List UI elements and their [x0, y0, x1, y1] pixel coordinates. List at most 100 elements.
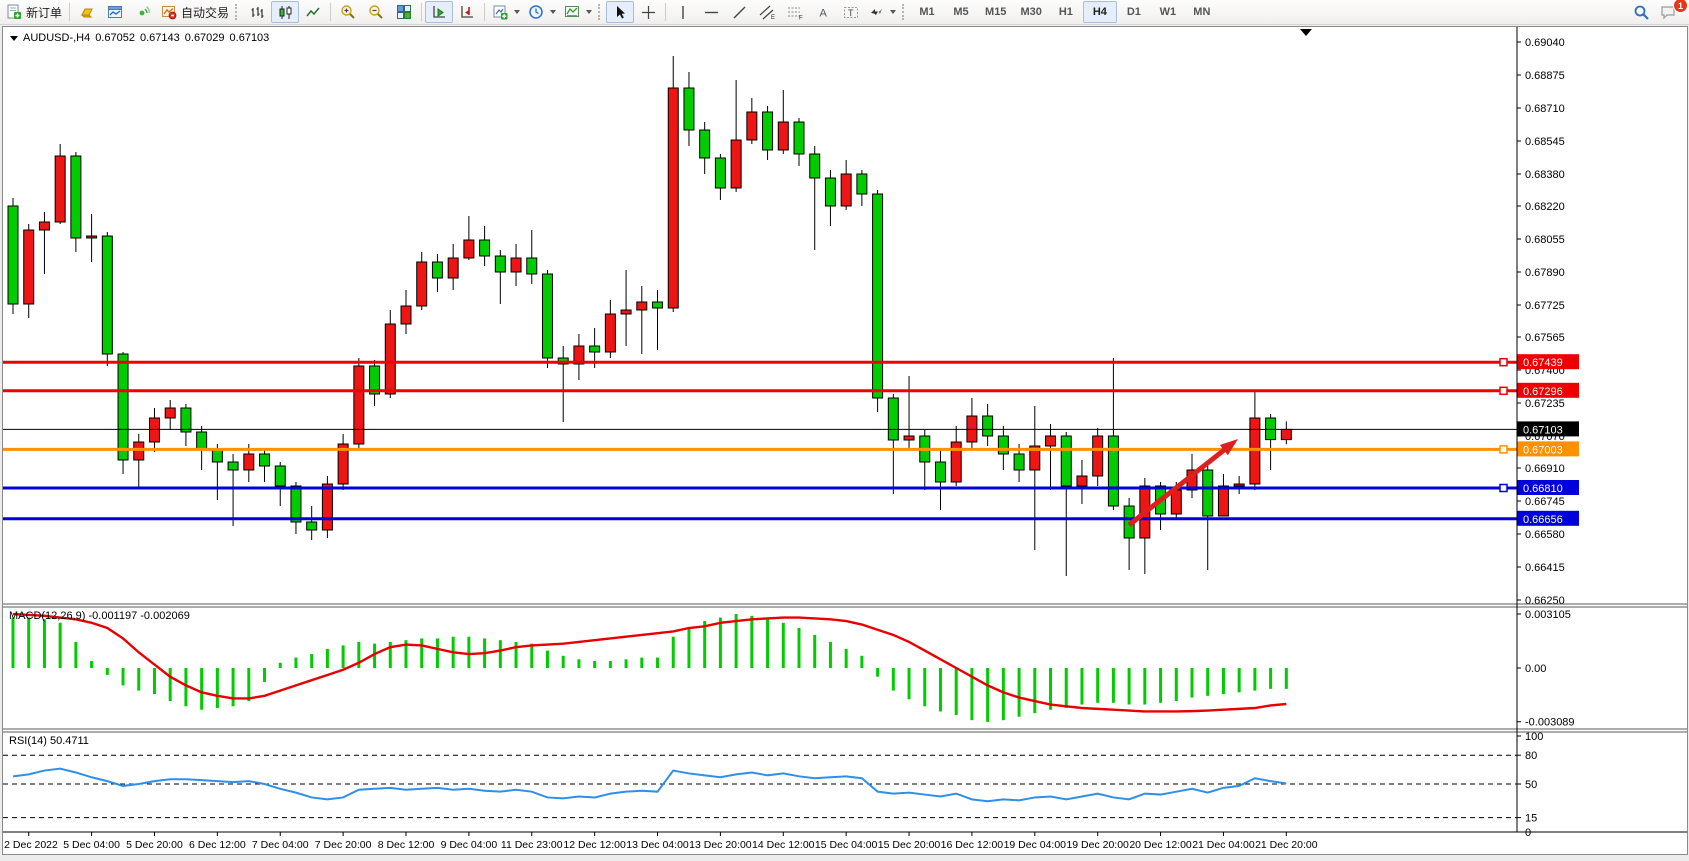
horizontal-line-icon — [704, 11, 718, 13]
tab-timeframe-mn[interactable]: MN — [1185, 1, 1219, 23]
tab-timeframe-h1[interactable]: H1 — [1049, 1, 1083, 23]
svg-text:0.66810: 0.66810 — [1523, 483, 1563, 495]
svg-text:0.68380: 0.68380 — [1525, 169, 1565, 181]
arrows-tool-button[interactable] — [865, 1, 900, 23]
horizontal-line-tool-button[interactable] — [697, 1, 725, 23]
notification-badge: 1 — [1673, 0, 1688, 13]
tile-windows-icon — [397, 5, 412, 19]
toolbar-right-tools: 1 — [1627, 0, 1688, 23]
crosshair-tool-button[interactable] — [634, 1, 662, 23]
svg-text:0.68710: 0.68710 — [1525, 103, 1565, 115]
svg-text:0.68055: 0.68055 — [1525, 234, 1565, 246]
timeframe-label: M5 — [953, 6, 969, 18]
tab-timeframe-m30[interactable]: M30 — [1013, 1, 1048, 23]
svg-text:0.68545: 0.68545 — [1525, 136, 1565, 148]
timeframe-label: D1 — [1126, 6, 1141, 18]
timeframe-label: W1 — [1159, 6, 1177, 18]
new-order-button[interactable]: 新订单 — [2, 1, 66, 23]
text-label-tool-button[interactable]: T — [837, 1, 865, 23]
trendline-tool-button[interactable] — [725, 1, 753, 23]
main-toolbar: 新订单 自动交易 — [0, 0, 1689, 25]
arrows-shapes-icon — [871, 8, 883, 15]
svg-text:0.67439: 0.67439 — [1523, 357, 1563, 369]
separator — [69, 3, 71, 21]
svg-text:80: 80 — [1525, 750, 1537, 762]
trendline-icon — [733, 6, 746, 18]
notifications-button[interactable]: 1 — [1655, 0, 1688, 23]
svg-text:15 Dec 20:00: 15 Dec 20:00 — [878, 839, 941, 851]
auto-scroll-button[interactable] — [425, 1, 454, 23]
svg-text:0.67296: 0.67296 — [1523, 386, 1563, 398]
svg-text:0.66415: 0.66415 — [1525, 562, 1565, 574]
dropdown-caret-icon — [586, 10, 593, 14]
timeframe-label: H1 — [1058, 6, 1073, 18]
templates-button[interactable] — [560, 1, 596, 23]
separator — [330, 3, 332, 21]
dropdown-caret-icon — [514, 10, 521, 14]
zoom-in-icon — [341, 5, 355, 19]
svg-text:7 Dec 20:00: 7 Dec 20:00 — [315, 839, 372, 851]
bar-chart-mode-button[interactable] — [243, 1, 271, 23]
text-label-icon: T — [844, 6, 859, 18]
dropdown-caret-icon — [550, 10, 557, 14]
svg-text:-0.003089: -0.003089 — [1525, 717, 1575, 729]
timeframe-label: M1 — [919, 6, 935, 18]
svg-text:19 Dec 20:00: 19 Dec 20:00 — [1066, 839, 1129, 851]
template-icon — [565, 6, 580, 17]
terminal-button[interactable] — [101, 1, 129, 23]
svg-text:0.68220: 0.68220 — [1525, 201, 1565, 213]
toolbar-drag-handle[interactable] — [902, 4, 907, 20]
dropdown-caret-icon — [890, 10, 897, 14]
tab-timeframe-h4[interactable]: H4 — [1082, 1, 1117, 23]
vertical-line-tool-button[interactable] — [669, 1, 697, 23]
svg-text:20 Dec 12:00: 20 Dec 12:00 — [1129, 839, 1192, 851]
zoom-out-button[interactable] — [362, 1, 390, 23]
svg-text:A: A — [819, 7, 827, 19]
svg-text:12 Dec 12:00: 12 Dec 12:00 — [563, 839, 626, 851]
tab-timeframe-m1[interactable]: M1 — [910, 1, 944, 23]
cursor-tool-button[interactable] — [606, 1, 635, 23]
candlestick-mode-button[interactable] — [271, 1, 300, 23]
toolbar-drag-handle[interactable] — [235, 4, 240, 20]
cursor-arrow-icon — [616, 5, 625, 18]
svg-text:0.00: 0.00 — [1525, 663, 1546, 675]
gold-ingot-icon — [80, 8, 93, 18]
tab-timeframe-w1[interactable]: W1 — [1151, 1, 1185, 23]
svg-text:19 Dec 04:00: 19 Dec 04:00 — [1004, 839, 1067, 851]
market-button[interactable] — [73, 1, 101, 23]
svg-text:0.003105: 0.003105 — [1525, 609, 1571, 621]
svg-text:0.66580: 0.66580 — [1525, 529, 1565, 541]
auto-scroll-icon — [433, 6, 446, 18]
equidistant-channel-tool-button[interactable]: E — [753, 1, 781, 23]
svg-text:0.67235: 0.67235 — [1525, 398, 1565, 410]
zoom-in-button[interactable] — [334, 1, 362, 23]
tab-timeframe-m15[interactable]: M15 — [978, 1, 1013, 23]
tab-timeframe-d1[interactable]: D1 — [1117, 1, 1151, 23]
autotrading-button[interactable]: 自动交易 — [157, 1, 233, 23]
timeframe-label: MN — [1193, 6, 1211, 18]
svg-text:0.66250: 0.66250 — [1525, 595, 1565, 607]
svg-text:0: 0 — [1525, 827, 1531, 839]
svg-text:6 Dec 12:00: 6 Dec 12:00 — [189, 839, 246, 851]
line-chart-icon — [305, 7, 320, 16]
svg-text:T: T — [848, 8, 854, 18]
svg-text:5 Dec 04:00: 5 Dec 04:00 — [63, 839, 120, 851]
tile-windows-button[interactable] — [390, 1, 418, 23]
signals-button[interactable] — [129, 1, 157, 23]
tab-timeframe-m5[interactable]: M5 — [944, 1, 978, 23]
vertical-line-icon — [682, 5, 684, 19]
svg-text:15: 15 — [1525, 813, 1537, 825]
text-tool-button[interactable]: A — [809, 1, 837, 23]
chart-shift-button[interactable] — [453, 1, 481, 23]
timeframe-label: M15 — [985, 6, 1007, 18]
new-chart-button[interactable] — [488, 1, 524, 23]
ohlc-bars-icon — [251, 6, 264, 18]
toolbar-drag-handle[interactable] — [598, 4, 603, 20]
fibonacci-tool-button[interactable]: F — [781, 1, 809, 23]
periods-button[interactable] — [524, 1, 560, 23]
search-button[interactable] — [1627, 1, 1655, 23]
line-chart-mode-button[interactable] — [299, 1, 327, 23]
chart-canvas[interactable]: 0.69040 0.68875 0.68710 0.68545 0.68380 0.682… — [3, 27, 1687, 854]
svg-text:0.67725: 0.67725 — [1525, 300, 1565, 312]
